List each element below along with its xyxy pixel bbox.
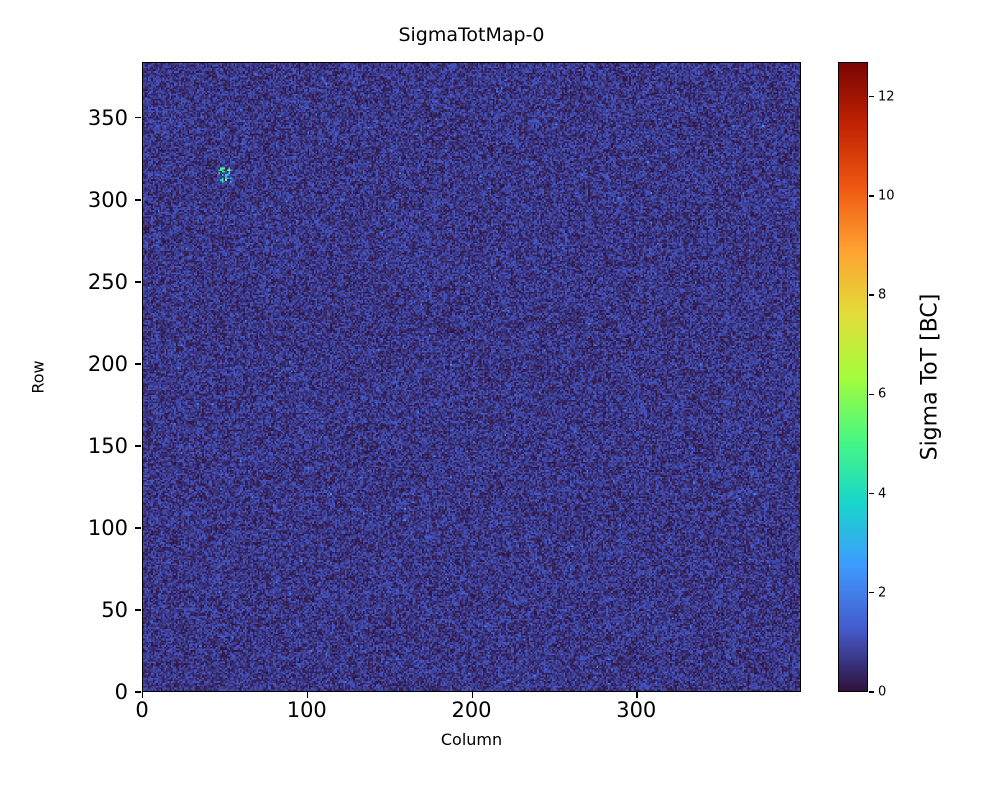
y-tick-label: 250 (87, 269, 128, 294)
y-tick-label: 100 (87, 515, 128, 540)
x-tick-label: 200 (451, 698, 492, 722)
colorbar-tick-label: 0 (878, 684, 887, 700)
x-tick-label: 0 (135, 698, 149, 722)
colorbar-tick-label: 6 (878, 386, 887, 402)
colorbar-tick-label: 4 (878, 486, 887, 502)
x-tick-label: 100 (286, 698, 327, 722)
x-tick-mark (471, 692, 473, 698)
colorbar-tick-label: 10 (878, 188, 895, 204)
y-tick-mark (135, 199, 141, 201)
colorbar-tick-mark (869, 592, 874, 594)
colorbar-tick-label: 12 (878, 89, 895, 105)
colorbar-tick-mark (869, 492, 874, 495)
colorbar-tick-mark (869, 195, 874, 197)
colorbar-gradient (838, 62, 868, 692)
x-axis-label: Column (440, 730, 503, 749)
colorbar-tick-mark (869, 691, 874, 693)
y-tick-label: 150 (87, 433, 128, 458)
colorbar-tick-mark (869, 96, 874, 98)
y-tick-mark (135, 117, 141, 119)
y-tick-mark (135, 527, 141, 529)
y-axis-label: Row (28, 360, 48, 394)
y-tick-mark (135, 281, 141, 283)
plot-title: SigmaTotMap-0 (398, 24, 545, 46)
colorbar-tick-mark (869, 393, 874, 396)
x-tick-label: 300 (616, 698, 657, 722)
y-tick-label: 350 (87, 105, 128, 130)
heatmap-canvas (143, 63, 800, 691)
y-tick-mark (135, 363, 141, 365)
y-tick-mark (135, 445, 141, 447)
y-tick-label: 0 (114, 680, 128, 704)
colorbar-tick-label: 2 (878, 585, 887, 601)
y-tick-label: 200 (87, 351, 128, 376)
y-tick-mark (135, 609, 141, 611)
y-tick-mark (135, 691, 141, 693)
colorbar-label: Sigma ToT [BC] (917, 293, 943, 461)
y-tick-label: 50 (101, 597, 128, 622)
colorbar-tick-label: 8 (878, 287, 887, 303)
x-tick-mark (636, 692, 638, 698)
x-tick-mark (306, 692, 309, 698)
x-tick-mark (142, 692, 144, 698)
y-tick-label: 300 (87, 187, 128, 212)
colorbar-tick-mark (869, 294, 874, 296)
heatmap-plot-area (142, 62, 801, 692)
